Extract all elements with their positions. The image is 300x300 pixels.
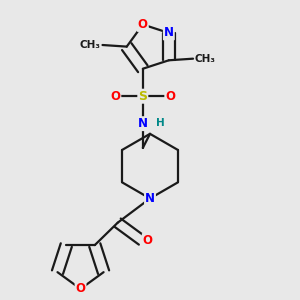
Text: O: O [143, 234, 153, 247]
Text: H: H [156, 118, 165, 128]
Text: O: O [165, 90, 175, 103]
Text: N: N [164, 26, 174, 39]
Text: N: N [138, 117, 148, 130]
Text: O: O [76, 282, 85, 296]
Text: CH₃: CH₃ [195, 54, 216, 64]
Text: S: S [138, 90, 147, 103]
Text: CH₃: CH₃ [80, 40, 101, 50]
Text: O: O [138, 18, 148, 31]
Text: N: N [145, 192, 155, 205]
Text: O: O [110, 90, 120, 103]
